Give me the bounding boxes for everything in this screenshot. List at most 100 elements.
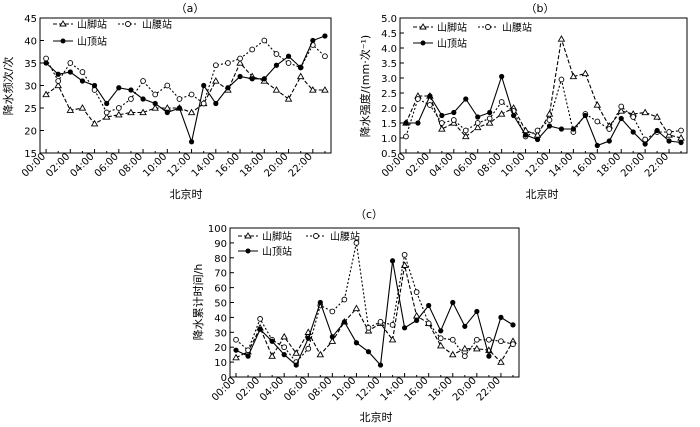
data-point-c-2-17 (438, 328, 444, 334)
data-point-c-0-5 (292, 349, 301, 356)
y-tick-label-c-5: 50 (214, 299, 227, 310)
x-tick-label-c-1: 02:00 (234, 375, 262, 403)
x-tick-label-a-3: 06:00 (93, 151, 121, 179)
data-point-b-1-23 (678, 127, 684, 134)
data-point-b-2-1 (415, 120, 421, 126)
data-point-c-1-6 (305, 345, 312, 352)
panel-a-label: （a） (176, 2, 205, 15)
data-point-b-2-7 (487, 109, 493, 116)
legend-a-label-2: 山顶站 (77, 35, 107, 48)
x-tick-label-a-6: 12:00 (166, 151, 194, 179)
data-point-a-1-8 (140, 78, 146, 84)
data-point-b-1-16 (594, 118, 601, 125)
x-tick-label-b-4: 08:00 (476, 151, 504, 179)
x-tick-label-b-11: 22:00 (643, 151, 671, 179)
data-point-a-2-10 (164, 109, 170, 116)
y-tick-label-c-3: 30 (214, 328, 227, 339)
data-point-a-1-7 (128, 96, 134, 102)
data-point-c-2-6 (305, 335, 311, 341)
data-point-b-0-6 (473, 123, 482, 131)
data-point-a-2-19 (273, 62, 280, 68)
data-point-a-0-22 (309, 86, 317, 93)
data-point-a-0-19 (272, 86, 281, 93)
x-tick-label-b-7: 14:00 (547, 151, 575, 179)
data-point-c-0-3 (268, 352, 276, 359)
data-point-c-2-20 (474, 308, 480, 315)
y-tick-label-c-9: 90 (214, 239, 227, 250)
data-point-b-1-19 (630, 114, 637, 120)
y-tick-label-b-7: 4.0 (381, 44, 397, 55)
x-tick-label-b-10: 20:00 (619, 151, 647, 179)
data-point-a-2-8 (140, 96, 146, 102)
data-point-c-1-16 (425, 320, 432, 327)
x-tick-label-c-11: 22:00 (475, 375, 503, 403)
data-point-a-1-11 (176, 96, 183, 102)
x-tick-label-b-9: 18:00 (595, 151, 623, 179)
data-point-a-2-22 (310, 37, 316, 44)
series-line-c-2 (235, 260, 514, 367)
y-tick-label-b-8: 4.5 (381, 29, 397, 40)
data-point-c-1-19 (461, 353, 468, 359)
y-tick-label-a-5: 40 (24, 37, 37, 48)
y-tick-label-c-8: 80 (214, 254, 227, 265)
legend-b-marker-1 (485, 24, 491, 30)
data-point-a-0-3 (78, 104, 87, 111)
data-point-a-2-13 (201, 82, 207, 89)
chart-panel-b: （b） 0.5 1.0 1.5 2.0 2.5 3.0 3.5 4.0 4.5 5.0 00:00… (358, 2, 688, 201)
data-point-c-2-15 (414, 317, 420, 323)
data-point-b-2-5 (463, 96, 469, 102)
data-point-b-2-4 (451, 109, 457, 116)
data-point-b-2-16 (594, 142, 600, 149)
x-tick-label-c-5: 10:00 (330, 375, 358, 403)
y-tick-label-c-7: 70 (214, 269, 227, 280)
panel-a-y-axis: 15 20 25 30 35 40 45 (24, 14, 44, 160)
data-point-c-2-0 (233, 347, 239, 353)
data-point-c-2-14 (402, 325, 408, 331)
data-point-b-0-7 (485, 119, 494, 126)
data-point-c-1-9 (341, 296, 348, 303)
y-tick-label-a-3: 30 (24, 82, 37, 93)
data-point-a-0-8 (139, 108, 147, 116)
x-tick-label-a-9: 18:00 (238, 151, 266, 179)
series-line-c-1 (235, 242, 514, 363)
data-point-b-1-11 (534, 127, 541, 134)
data-point-c-2-10 (353, 340, 360, 346)
data-point-a-2-6 (116, 85, 122, 91)
data-point-a-2-14 (213, 100, 219, 107)
data-point-b-0-16 (593, 101, 602, 108)
data-point-c-0-0 (232, 353, 240, 361)
data-point-c-1-15 (413, 289, 420, 295)
data-point-b-1-5 (462, 127, 469, 134)
legend-b-marker-0 (419, 23, 427, 30)
x-tick-label-c-6: 12:00 (354, 375, 382, 403)
panel-c-legend: 山脚站 山腰站 山顶站 (238, 230, 360, 258)
legend-c-label-0: 山脚站 (262, 230, 292, 243)
data-point-a-0-2 (66, 106, 75, 113)
x-tick-label-c-10: 20:00 (451, 375, 479, 403)
legend-c-marker-0 (244, 232, 252, 239)
legend-c-marker-1 (313, 233, 319, 239)
data-point-c-2-18 (450, 299, 456, 306)
panel-c-y-axis-label: 降水累计时间/h (191, 264, 205, 341)
data-point-b-0-20 (641, 108, 649, 116)
x-tick-label-c-4: 08:00 (306, 375, 334, 403)
x-tick-label-a-10: 20:00 (263, 151, 291, 179)
x-tick-label-b-1: 02:00 (404, 151, 432, 179)
legend-a-label-0: 山脚站 (77, 18, 107, 31)
data-point-b-1-20 (642, 136, 648, 143)
x-tick-label-a-11: 22:00 (287, 151, 315, 179)
data-point-c-1-14 (401, 251, 408, 258)
data-point-a-2-18 (261, 76, 267, 82)
data-point-b-2-8 (499, 73, 505, 80)
data-point-c-2-7 (317, 299, 323, 306)
data-point-a-0-20 (284, 95, 293, 102)
x-tick-label-b-5: 10:00 (500, 151, 528, 179)
series-line-a-0 (45, 62, 325, 125)
data-point-c-0-18 (448, 350, 457, 358)
data-point-b-1-8 (498, 99, 505, 105)
legend-c-label-2: 山顶站 (262, 245, 292, 258)
data-point-b-2-22 (666, 138, 672, 144)
data-point-b-2-14 (570, 126, 576, 132)
panel-a-x-axis: 00:0002:0004:0006:0008:0010:0012:0014:00… (20, 149, 326, 180)
y-tick-label-b-6: 3.5 (381, 59, 397, 70)
